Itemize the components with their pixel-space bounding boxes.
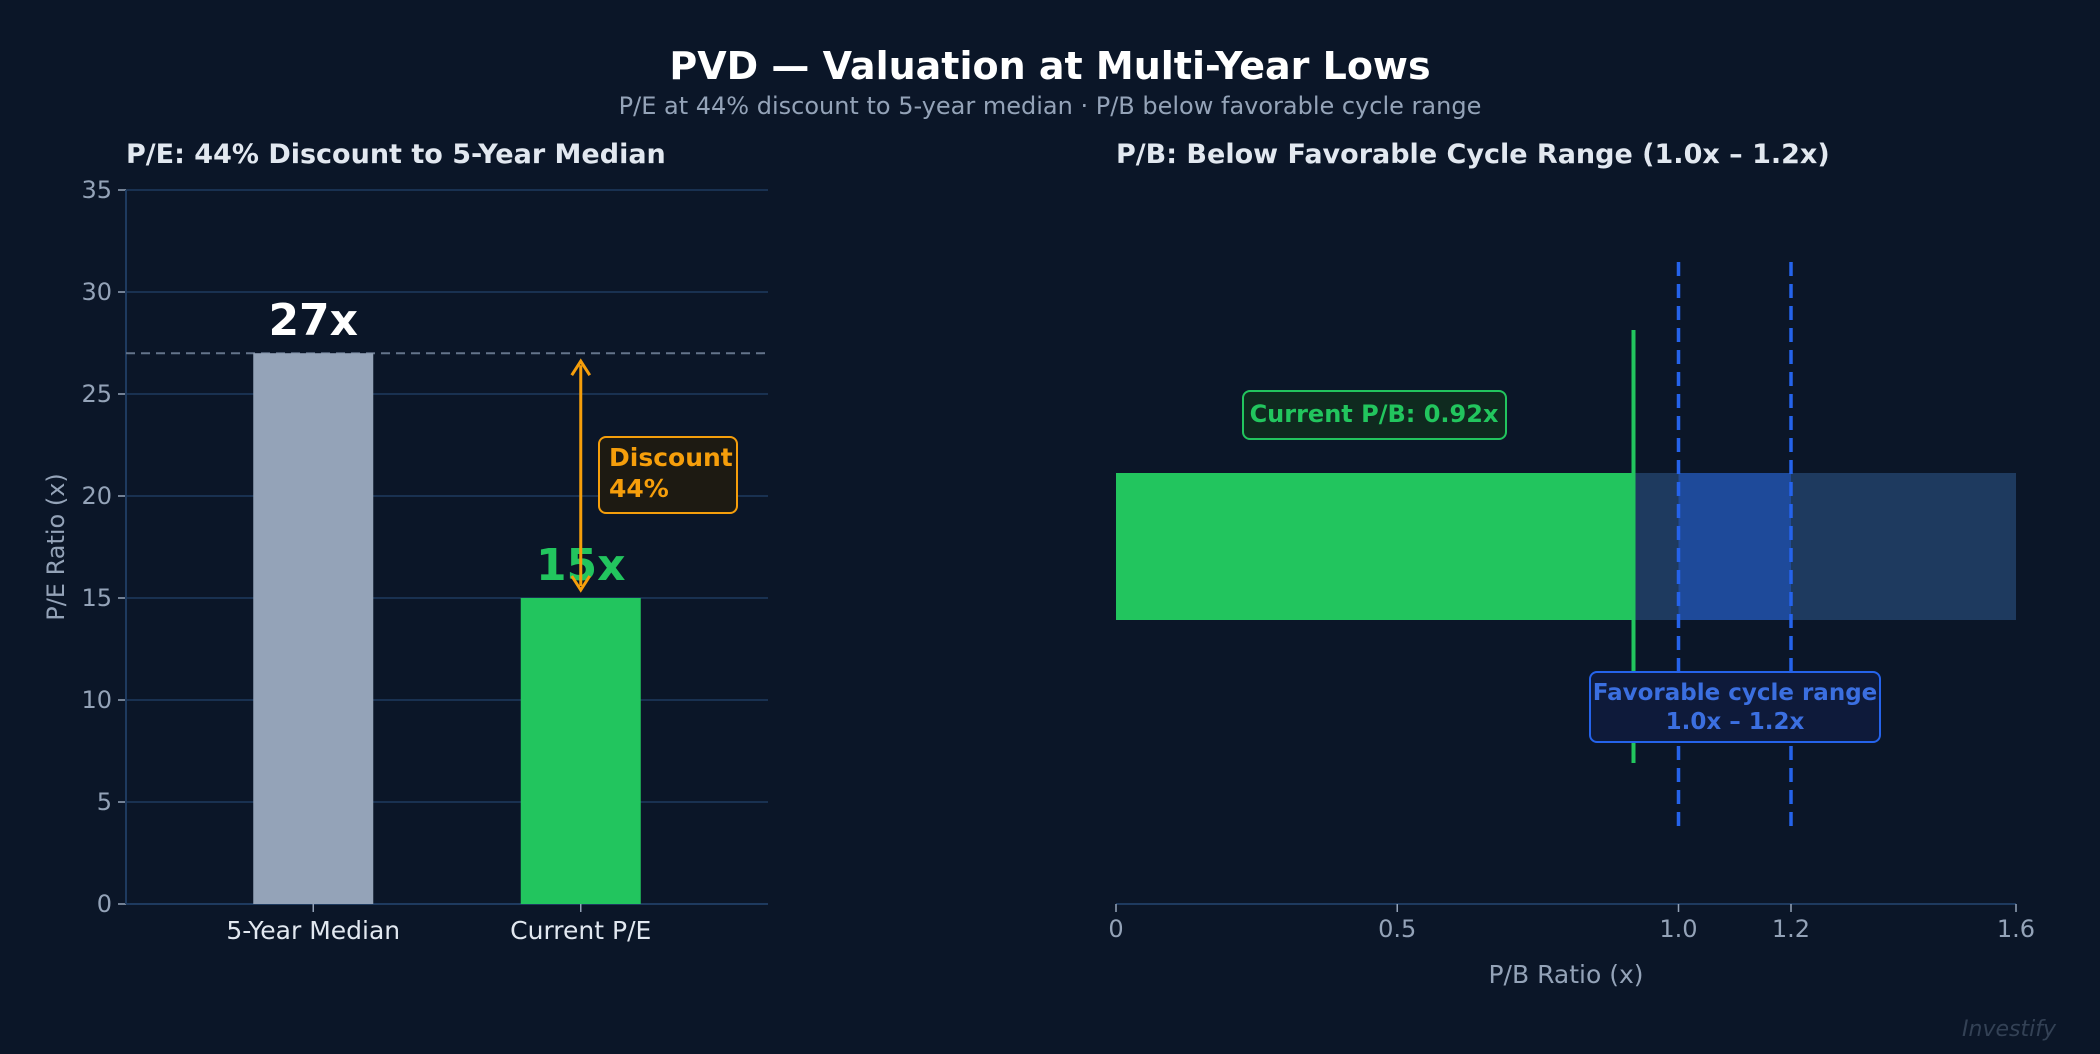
pb-x-tick-label: 0.5 bbox=[1378, 915, 1416, 943]
pe-y-tick-label: 25 bbox=[81, 380, 112, 408]
pe-bar-data-label: 27x bbox=[268, 295, 358, 346]
pe-bar bbox=[520, 598, 641, 904]
pe-gridlines bbox=[126, 189, 768, 803]
pe-y-tick-label: 30 bbox=[81, 278, 112, 306]
pe-discount-arrow bbox=[570, 358, 592, 593]
pb-favorable-range-band bbox=[1678, 473, 1791, 620]
page-title: PVD — Valuation at Multi-Year Lows bbox=[669, 44, 1430, 88]
pe-y-tick-label: 35 bbox=[81, 176, 112, 204]
pb-x-tick-label: 0 bbox=[1108, 915, 1123, 943]
pb-chart: P/B: Below Favorable Cycle Range (1.0x –… bbox=[1108, 139, 2035, 989]
pe-x-tick-label: Current P/E bbox=[510, 916, 651, 945]
pe-discount-annotation: Discount 44% bbox=[598, 436, 738, 514]
pb-range-value: 1.0x – 1.2x bbox=[1666, 709, 1805, 735]
pb-current-bar bbox=[1116, 473, 1634, 620]
pe-x-tick-label: 5-Year Median bbox=[226, 916, 400, 945]
pb-range-annotation: Favorable cycle range 1.0x – 1.2x bbox=[1589, 671, 1881, 743]
pe-chart-title: P/E: 44% Discount to 5-Year Median bbox=[126, 139, 666, 170]
pe-y-tick-label: 15 bbox=[81, 584, 112, 612]
pb-chart-title: P/B: Below Favorable Cycle Range (1.0x –… bbox=[1116, 139, 1830, 170]
pe-y-tick-label: 0 bbox=[97, 890, 112, 918]
pb-x-ticks: 0 0.5 1.0 1.2 1.6 bbox=[1108, 904, 2035, 943]
pb-range-label: Favorable cycle range bbox=[1593, 680, 1878, 706]
pb-bars bbox=[1116, 262, 2016, 832]
pe-arrow-head-down bbox=[570, 575, 592, 593]
pe-y-tick-label: 10 bbox=[81, 686, 112, 714]
page-subtitle: P/E at 44% discount to 5-year median · P… bbox=[619, 92, 1482, 120]
pe-arrow-head-up bbox=[570, 358, 592, 377]
pe-y-tick-label: 20 bbox=[81, 482, 112, 510]
pe-y-tick-label: 5 bbox=[97, 788, 112, 816]
pe-discount-value: 44% bbox=[609, 474, 669, 503]
pb-x-tick-label: 1.2 bbox=[1772, 915, 1810, 943]
pe-y-axis-label: P/E Ratio (x) bbox=[42, 473, 70, 621]
pb-current-annotation: Current P/B: 0.92x bbox=[1242, 390, 1507, 440]
pb-x-tick-label: 1.6 bbox=[1997, 915, 2035, 943]
pb-current-label: Current P/B: 0.92x bbox=[1250, 400, 1499, 428]
pe-chart: P/E: 44% Discount to 5-Year Median 0 5 10 1… bbox=[42, 139, 768, 945]
pe-y-ticks: 0 5 10 15 20 25 30 35 bbox=[81, 176, 126, 918]
pb-x-tick-label: 1.0 bbox=[1659, 915, 1697, 943]
pe-bar bbox=[253, 353, 374, 904]
pb-x-axis-label: P/B Ratio (x) bbox=[1488, 960, 1643, 989]
watermark: Investify bbox=[1962, 1017, 2057, 1042]
pe-discount-label: Discount bbox=[609, 443, 733, 472]
